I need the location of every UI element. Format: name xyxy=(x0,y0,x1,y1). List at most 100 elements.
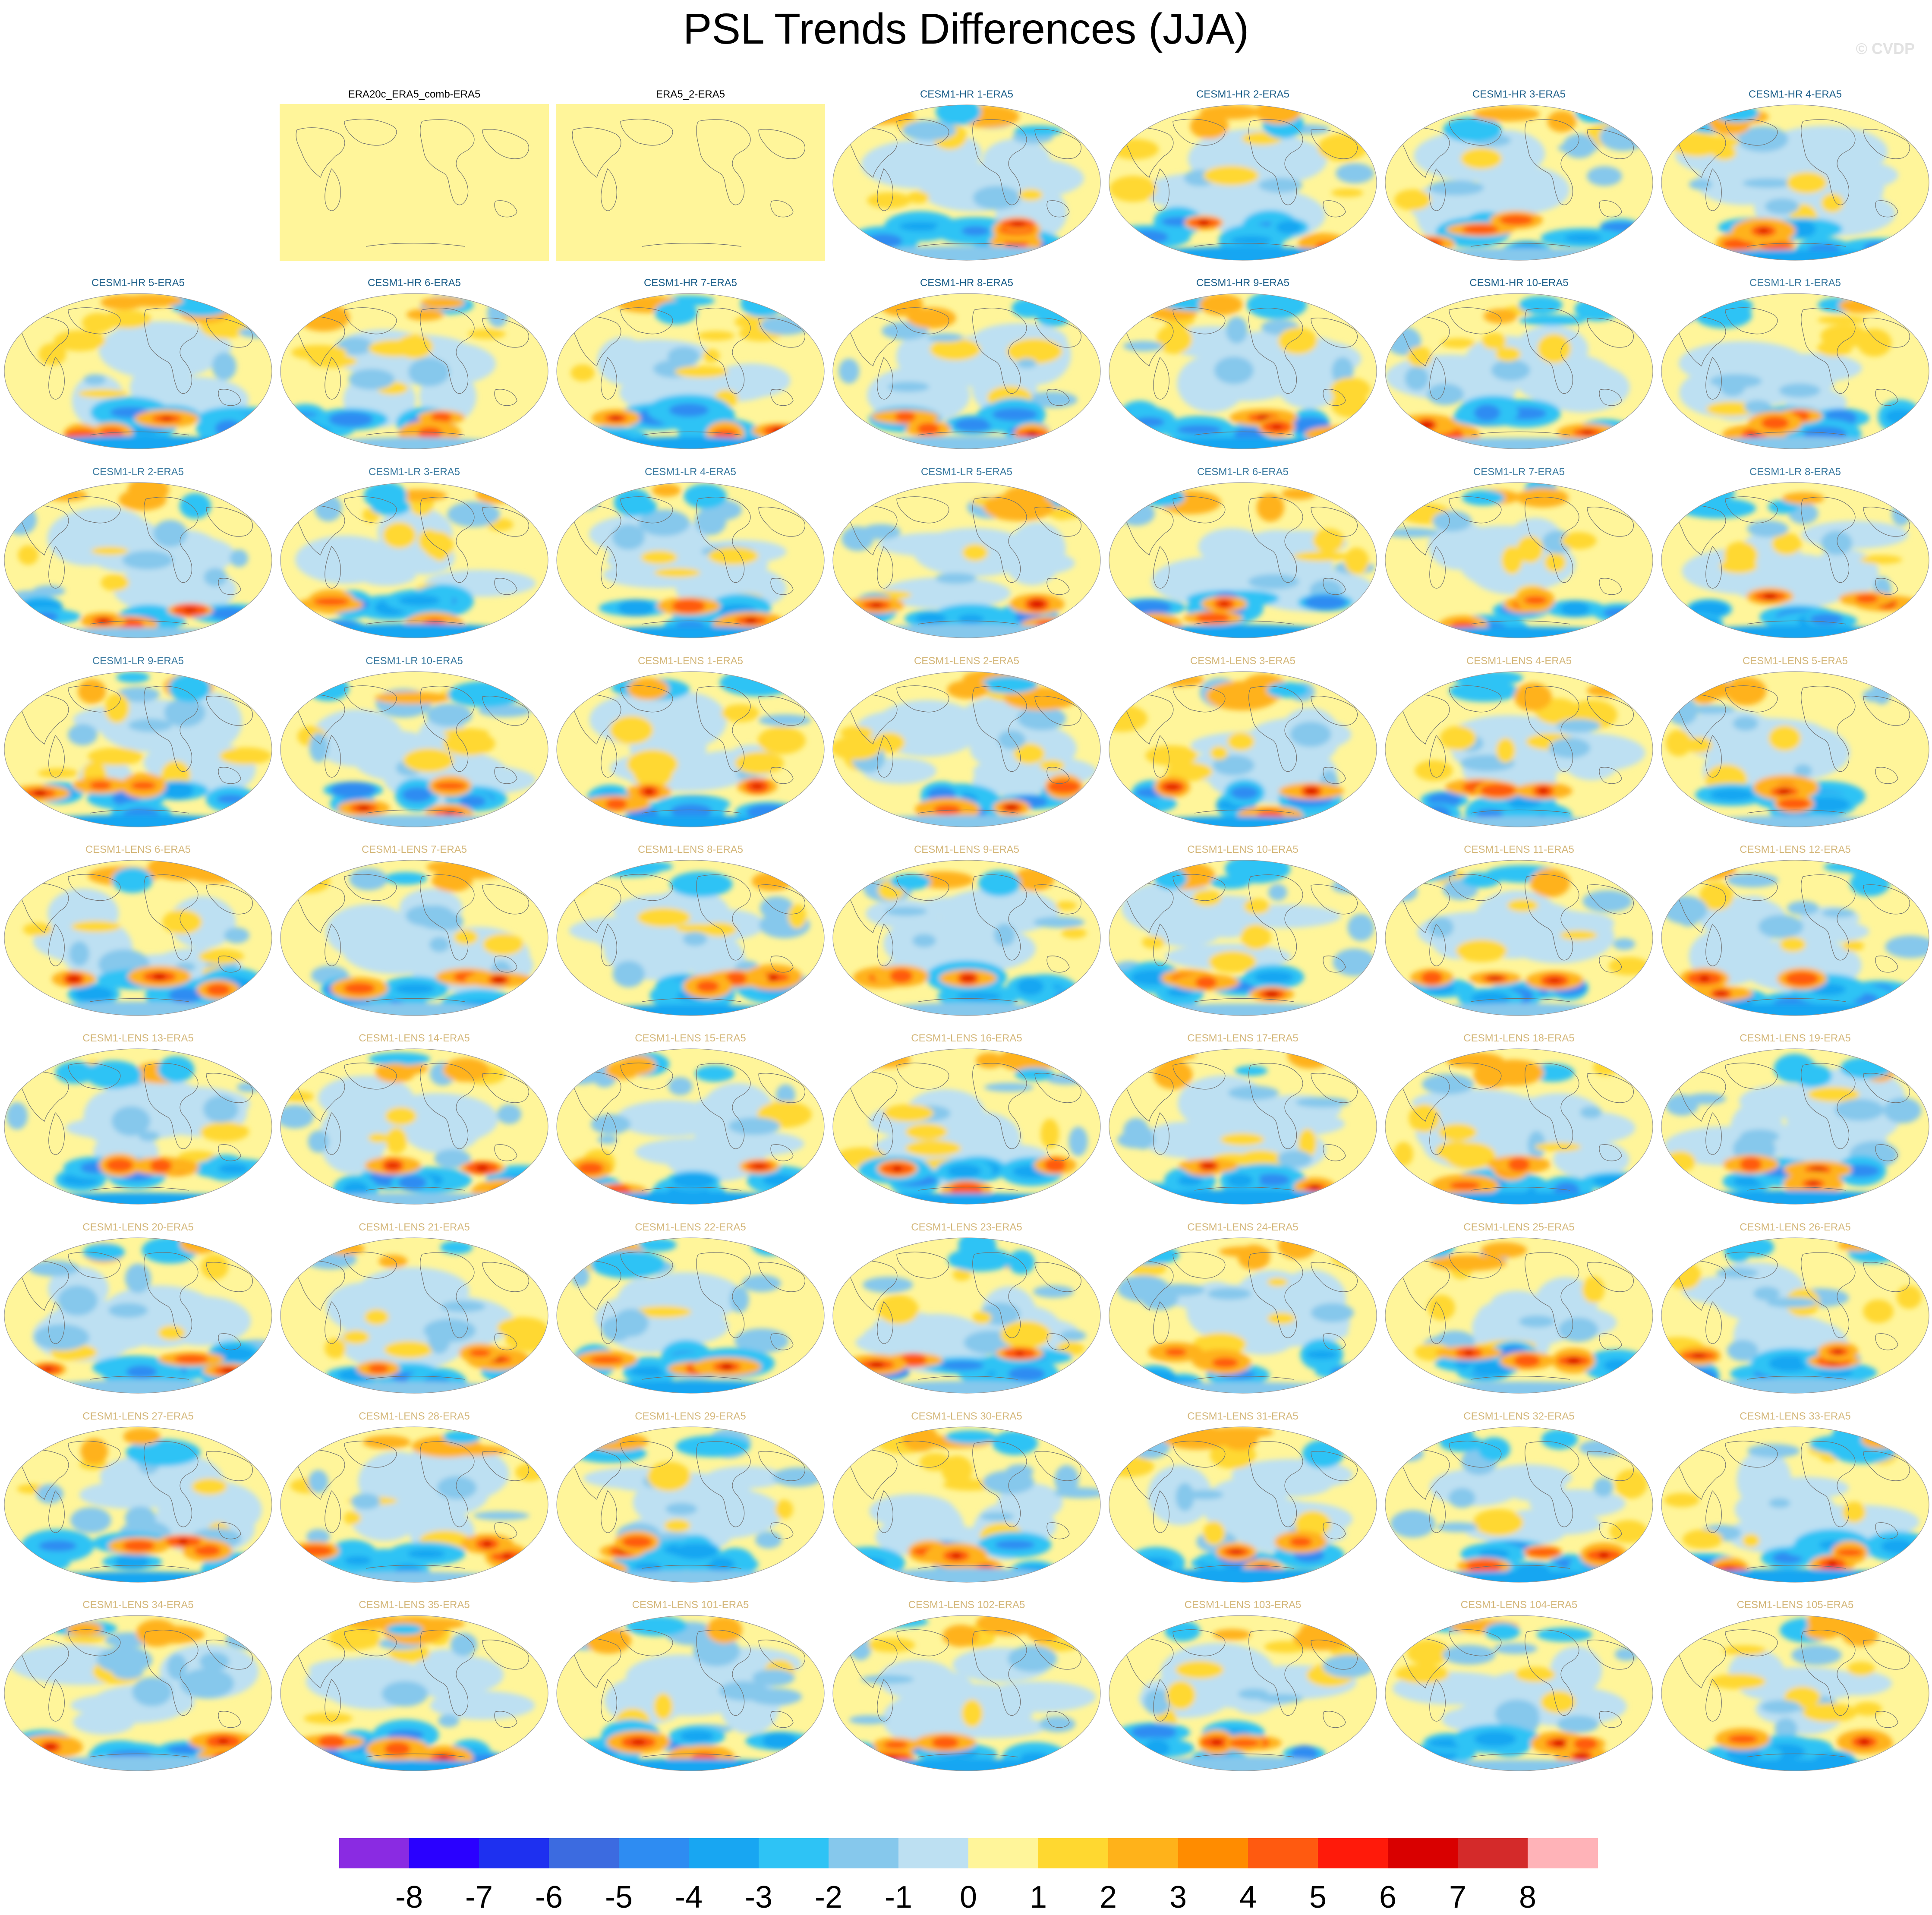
field-contour xyxy=(1726,1747,1762,1761)
field-contour xyxy=(680,1730,714,1742)
map-panel: CESM1-HR 1-ERA5 xyxy=(829,88,1105,261)
field-contour xyxy=(621,861,673,872)
psl-map xyxy=(832,482,1101,638)
field-contour xyxy=(1495,1699,1539,1729)
field-contour xyxy=(640,550,678,565)
field-contour xyxy=(669,403,709,417)
psl-map xyxy=(1661,860,1929,1016)
field-contour xyxy=(1549,738,1591,758)
field-contour xyxy=(1397,1192,1641,1204)
colorbar xyxy=(339,1838,1598,1868)
field-contour xyxy=(1474,890,1560,948)
psl-map xyxy=(832,104,1101,261)
field-contour xyxy=(450,1633,477,1656)
field-contour xyxy=(1187,1490,1223,1500)
field-contour xyxy=(947,680,989,699)
field-contour xyxy=(1228,1085,1279,1100)
field-contour xyxy=(1118,502,1155,526)
coastlines xyxy=(1677,119,1910,247)
field-contour xyxy=(1679,625,1912,638)
field-contour xyxy=(342,925,452,975)
field-contour xyxy=(1227,1174,1253,1187)
page-title: PSL Trends Differences (JJA) xyxy=(683,5,1249,53)
colorbar-swatch xyxy=(1178,1838,1248,1868)
map-border xyxy=(1661,1048,1929,1205)
field-contour xyxy=(38,768,79,778)
field-contour xyxy=(330,782,376,798)
field-contour xyxy=(760,896,794,920)
field-contour xyxy=(1836,1549,1863,1557)
field-contour xyxy=(587,436,794,449)
panel-title: CESM1-LR 9-ERA5 xyxy=(92,655,184,667)
field-contour xyxy=(179,493,211,519)
field-contour xyxy=(1663,896,1708,924)
field-contour xyxy=(1499,215,1533,225)
panel-title: CESM1-LENS 13-ERA5 xyxy=(82,1032,194,1044)
field-contour xyxy=(1150,307,1198,320)
map-border xyxy=(1661,482,1929,638)
field-contour xyxy=(1306,1350,1338,1360)
field-contour xyxy=(674,1543,718,1559)
field-contour xyxy=(1674,1368,1718,1385)
field-contour xyxy=(1258,1694,1304,1703)
field-contour xyxy=(1838,298,1882,313)
field-contour xyxy=(936,105,981,126)
coastlines xyxy=(572,496,805,625)
field-contour xyxy=(438,1754,449,1762)
field-contour xyxy=(1002,551,1075,575)
field-contour xyxy=(1208,951,1257,973)
map-border xyxy=(4,671,272,827)
field-contour xyxy=(1706,401,1757,416)
field-contour xyxy=(1005,804,1018,811)
field-contour xyxy=(1026,1618,1062,1643)
psl-map xyxy=(1109,482,1377,638)
field-contour xyxy=(309,355,357,368)
field-contour xyxy=(899,221,942,231)
field-contour xyxy=(1779,383,1821,398)
colorbar-swatch xyxy=(1108,1838,1179,1868)
field-contour xyxy=(755,1531,782,1549)
field-contour xyxy=(440,1240,473,1254)
field-contour xyxy=(57,1285,98,1316)
field-contour xyxy=(213,1347,255,1362)
field-contour xyxy=(412,1649,478,1699)
field-contour xyxy=(164,698,205,727)
field-contour xyxy=(841,624,1092,638)
coastlines xyxy=(572,874,805,1002)
coastlines xyxy=(848,1629,1081,1757)
field-contour xyxy=(697,331,735,341)
field-contour xyxy=(97,618,110,624)
field-contour xyxy=(423,1319,476,1342)
field-contour xyxy=(578,1004,803,1016)
field-contour xyxy=(487,299,508,328)
map-border xyxy=(832,671,1101,827)
field-contour xyxy=(437,1476,477,1499)
map-border xyxy=(4,1615,272,1771)
coastlines xyxy=(19,685,253,814)
panel-title: CESM1-LENS 2-ERA5 xyxy=(914,655,1020,667)
psl-map xyxy=(556,293,825,449)
field-contour xyxy=(1137,1186,1171,1199)
field-contour xyxy=(212,352,236,381)
field-contour xyxy=(734,1328,789,1353)
field-contour xyxy=(901,1427,939,1451)
field-contour xyxy=(1054,1487,1100,1499)
field-contour xyxy=(476,486,514,504)
field-contour xyxy=(1264,990,1279,998)
field-contour xyxy=(695,1065,734,1082)
map-border xyxy=(1661,293,1929,449)
field-contour xyxy=(973,186,1021,210)
field-contour xyxy=(1190,113,1229,139)
field-contour xyxy=(1289,1536,1312,1547)
psl-map xyxy=(556,104,825,261)
map-border xyxy=(1385,860,1653,1016)
map-border xyxy=(1109,1237,1377,1394)
field-contour xyxy=(203,1095,239,1123)
field-contour xyxy=(653,1693,673,1720)
field-contour xyxy=(38,628,238,638)
field-contour xyxy=(1566,1357,1581,1364)
map-border xyxy=(280,671,548,827)
map-border xyxy=(832,1615,1101,1771)
field-contour xyxy=(1861,1431,1898,1448)
field-contour xyxy=(344,1556,372,1565)
